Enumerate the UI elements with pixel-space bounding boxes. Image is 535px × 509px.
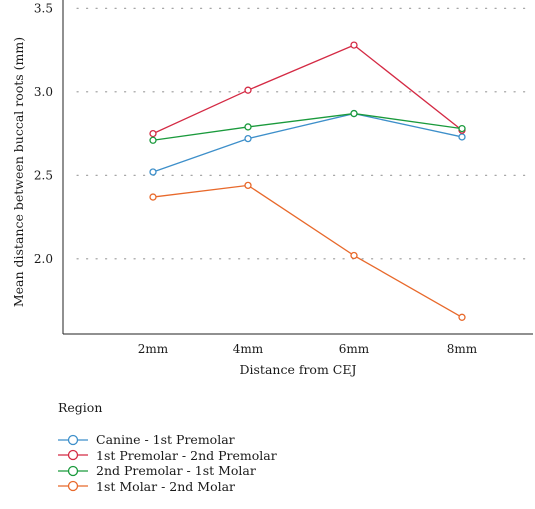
gridlines: [76, 7, 534, 260]
data-point: [350, 41, 358, 49]
data-point: [350, 251, 358, 260]
series-line: [152, 184, 463, 318]
data-point: [149, 168, 157, 176]
x-axis-title: Distance from CEJ: [240, 362, 357, 377]
legend-swatch-icon: [58, 481, 88, 492]
legend: Region Canine - 1st Premolar 1st Premolar…: [58, 400, 277, 494]
data-point: [244, 123, 252, 131]
axes: [62, 0, 533, 335]
x-tick-label: 2mm: [138, 342, 169, 356]
legend-swatch-marker: [67, 481, 79, 492]
y-axis-title: Mean distance between buccal roots (mm): [11, 37, 26, 307]
series-line: [152, 44, 463, 135]
y-tick-label: 3.5: [34, 1, 53, 15]
legend-items: Canine - 1st Premolar 1st Premolar - 2nd …: [58, 432, 277, 494]
series-lines: [149, 41, 466, 321]
legend-label: 1st Premolar - 2nd Premolar: [96, 447, 277, 463]
legend-swatch-icon: [58, 465, 88, 476]
series-2: [149, 41, 466, 138]
data-point: [149, 136, 157, 144]
data-point: [244, 134, 252, 143]
legend-swatch-icon: [58, 434, 88, 445]
legend-swatch-marker: [67, 434, 79, 445]
data-point: [458, 133, 466, 141]
legend-label: 1st Molar - 2nd Molar: [96, 478, 236, 494]
x-tick-label: 8mm: [447, 342, 478, 356]
series-4: [149, 181, 466, 321]
series-1: [149, 109, 466, 176]
y-tick-label: 2.0: [34, 252, 53, 266]
line-chart: 2.0 2.5 3.0 3.5 2mm 4mm 6mm 8mm Distance from …: [11, 0, 534, 377]
x-tick-label: 6mm: [339, 342, 370, 356]
legend-item: 1st Molar - 2nd Molar: [58, 479, 277, 495]
x-tick-labels: 2mm 4mm 6mm 8mm: [138, 342, 478, 356]
data-point: [458, 313, 466, 321]
series-3: [149, 109, 466, 144]
legend-swatch-icon: [58, 450, 88, 461]
data-point: [244, 86, 252, 94]
data-point: [149, 129, 157, 138]
legend-title: Region: [58, 400, 103, 415]
series-line: [152, 112, 463, 173]
data-point: [244, 181, 252, 190]
y-tick-labels: 2.0 2.5 3.0 3.5: [34, 1, 53, 266]
legend-label: 2nd Premolar - 1st Molar: [96, 463, 256, 479]
series-line: [152, 112, 463, 141]
legend-item: Canine - 1st Premolar: [58, 432, 277, 448]
x-tick-label: 4mm: [233, 342, 264, 356]
legend-item: 2nd Premolar - 1st Molar: [58, 463, 277, 479]
data-point: [350, 109, 358, 118]
y-tick-label: 2.5: [34, 168, 53, 182]
legend-swatch-marker: [67, 450, 79, 461]
y-tick-label: 3.0: [34, 85, 53, 99]
data-point: [458, 124, 466, 133]
legend-item: 1st Premolar - 2nd Premolar: [58, 448, 277, 464]
data-point: [149, 193, 157, 201]
legend-label: Canine - 1st Premolar: [96, 432, 235, 448]
legend-swatch-marker: [67, 465, 79, 476]
